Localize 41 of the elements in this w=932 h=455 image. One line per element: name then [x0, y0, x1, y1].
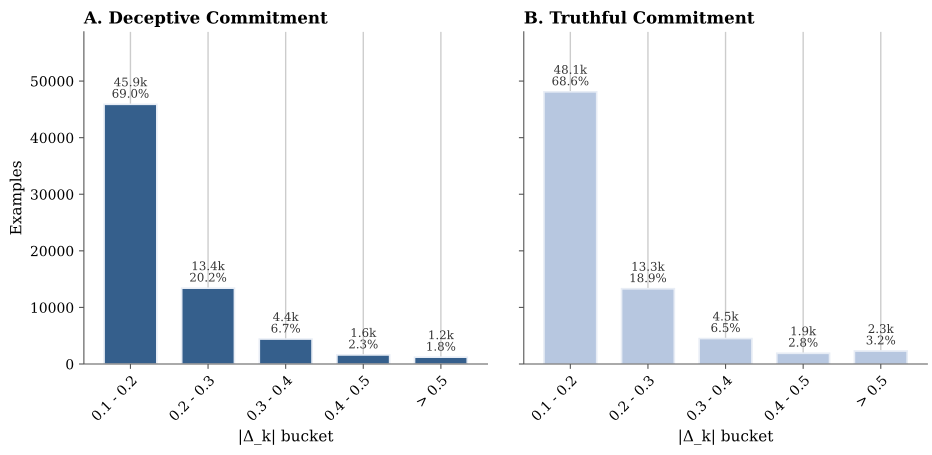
- data-label: 1.6k 2.3%: [349, 328, 378, 348]
- x-axis-title: |Δ_k| bucket: [240, 430, 334, 445]
- data-label: 45.9k 69.0%: [112, 77, 149, 98]
- y-axis-title: Examples: [10, 161, 24, 235]
- x-tick-label: 0.3 - 0.4: [686, 374, 733, 422]
- data-label: 13.3k 18.9%: [630, 262, 666, 282]
- y-tick-label: 10000: [32, 302, 74, 313]
- data-label: 13.4k 20.2%: [190, 261, 226, 282]
- bar: [180, 287, 236, 364]
- chart-title: A. Deceptive Commitment: [84, 10, 328, 27]
- x-tick-label: > 0.5: [855, 374, 888, 408]
- data-label: 4.5k 6.5%: [711, 312, 740, 332]
- data-label: 1.9k 2.8%: [788, 326, 818, 347]
- data-label: 4.4k 6.7%: [271, 312, 300, 333]
- x-tick-label: > 0.5: [415, 374, 448, 408]
- x-tick-label: 0.2 - 0.3: [168, 374, 215, 422]
- bar: [698, 338, 753, 364]
- y-tick-label: 20000: [30, 246, 74, 256]
- bar: [258, 338, 313, 364]
- x-tick-label: 0.2 - 0.3: [608, 374, 655, 422]
- data-label: 1.2k 1.8%: [427, 330, 456, 351]
- bar: [336, 354, 390, 364]
- bar: [103, 103, 158, 364]
- x-tick-label: 0.3 - 0.4: [246, 374, 293, 422]
- x-tick-label: 0.1 - 0.2: [530, 374, 577, 422]
- x-tick-label: 0.4 - 0.5: [323, 374, 370, 422]
- y-tick-label: 40000: [30, 132, 74, 144]
- x-tick-label: 0.4 - 0.5: [763, 374, 810, 422]
- chart-title: B. Truthful Commitment: [524, 10, 754, 24]
- bar: [776, 352, 830, 364]
- data-label: 2.3k 3.2%: [866, 324, 896, 345]
- y-tick-label: 0: [66, 358, 74, 370]
- data-label: 48.1k 68.6%: [552, 64, 588, 86]
- bar: [854, 350, 908, 364]
- bar: [620, 288, 676, 364]
- bar: [414, 356, 468, 364]
- y-tick-label: 30000: [31, 189, 74, 200]
- y-tick-label: 50000: [31, 76, 74, 87]
- bar: [543, 90, 598, 364]
- x-tick-label: 0.1 - 0.2: [90, 374, 138, 422]
- x-axis-title: |Δ_k| bucket: [680, 430, 774, 445]
